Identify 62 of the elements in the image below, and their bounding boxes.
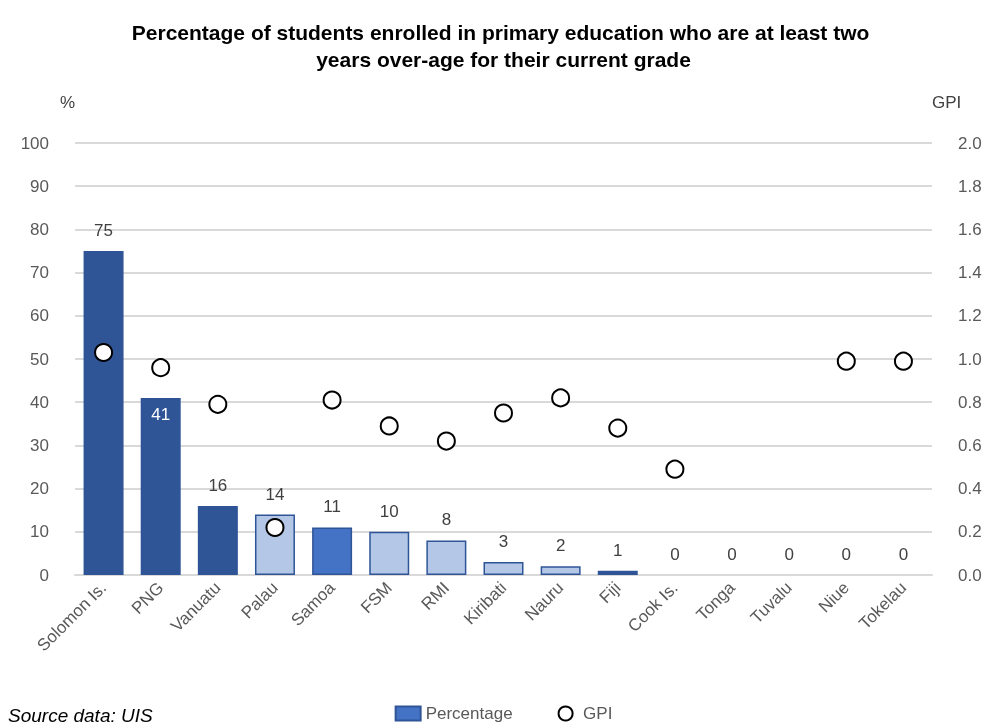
y2-tick-label: 1.6 xyxy=(958,219,982,239)
point xyxy=(436,431,456,451)
data-label: 0 xyxy=(784,545,794,564)
y-tick-label: 10 xyxy=(30,522,49,542)
y2-axis-title: GPI xyxy=(932,93,962,112)
y-axis-title: % xyxy=(59,93,75,112)
bar xyxy=(197,505,238,575)
y2-tick-label: 0.6 xyxy=(958,435,982,455)
data-label: 8 xyxy=(441,510,452,530)
y-tick-label: 30 xyxy=(30,435,49,455)
y-tick-label: 50 xyxy=(30,349,49,369)
y-tick-label: 70 xyxy=(30,263,49,283)
data-label: 10 xyxy=(379,501,399,521)
y-tick-label: 60 xyxy=(30,306,49,326)
legend-label: Percentage xyxy=(425,704,513,723)
data-label: 3 xyxy=(498,532,509,552)
bar xyxy=(597,570,638,575)
data-label: 75 xyxy=(94,221,114,240)
chart-title: Percentage of students enrolled in primary education who are at least two years over-age for their current grade xyxy=(131,21,876,71)
point xyxy=(94,343,114,363)
y2-tick-label: 0.2 xyxy=(958,522,982,542)
y2-tick-label: 1.2 xyxy=(958,306,982,326)
bar xyxy=(140,397,181,575)
point xyxy=(208,394,228,414)
bar xyxy=(426,540,467,575)
point xyxy=(836,351,856,371)
source-note: Source data: UIS xyxy=(8,705,154,726)
point xyxy=(322,390,342,410)
data-label: 0 xyxy=(670,545,680,564)
y2-tick-label: 2.0 xyxy=(958,133,982,153)
data-label: 41 xyxy=(151,404,171,424)
y2-tick-label: 1.4 xyxy=(958,263,982,283)
point xyxy=(893,351,913,371)
data-label: 0 xyxy=(841,545,852,564)
y-tick-label: 40 xyxy=(30,392,49,412)
data-label: 11 xyxy=(323,497,341,517)
point xyxy=(551,388,571,408)
y2-tick-label: 0.0 xyxy=(958,565,982,585)
y2-tick-label: 0.4 xyxy=(958,479,982,499)
x-tick-label: Fiji xyxy=(595,578,625,608)
x-tick-label: RMI xyxy=(417,578,454,614)
bar xyxy=(540,566,581,575)
y-tick-label: 100 xyxy=(20,133,49,153)
point xyxy=(265,517,285,537)
data-label: 0 xyxy=(727,545,737,564)
y-tick-label: 0 xyxy=(39,565,49,585)
bar xyxy=(369,531,410,575)
bar xyxy=(83,251,124,575)
y2-tick-label: 1.8 xyxy=(958,176,982,196)
bar xyxy=(483,562,524,575)
y2-tick-label: 1.0 xyxy=(958,349,982,369)
y-tick-label: 90 xyxy=(30,176,49,196)
data-label: 16 xyxy=(208,475,228,495)
data-label: 2 xyxy=(555,536,566,556)
data-label: 1 xyxy=(613,540,623,560)
y-tick-label: 20 xyxy=(30,479,49,499)
data-label: 14 xyxy=(265,484,285,504)
y-tick-label: 80 xyxy=(30,219,49,239)
bar xyxy=(312,527,353,575)
data-label: 0 xyxy=(898,545,909,564)
legend-label: GPI xyxy=(583,704,613,723)
y2-tick-label: 0.8 xyxy=(958,392,982,412)
